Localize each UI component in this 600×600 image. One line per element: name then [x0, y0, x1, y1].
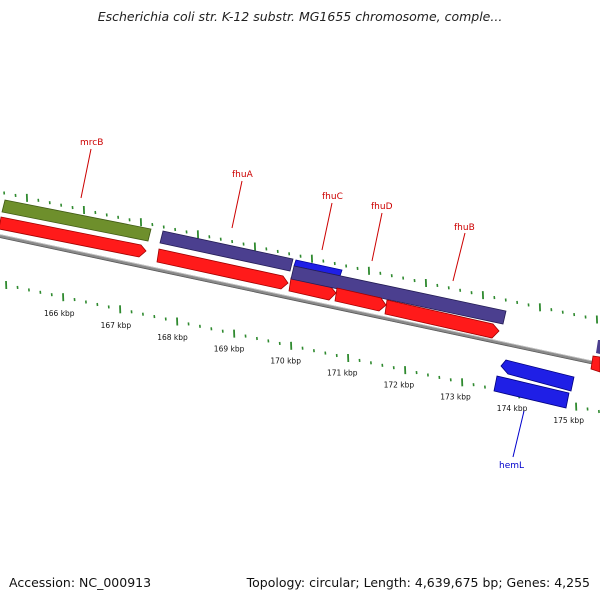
next-gene-arrow-edge[interactable]: [590, 355, 600, 373]
gene-fhuA[interactable]: fhuA: [156, 170, 294, 290]
scale-tick-label: 166 kbp: [44, 309, 75, 318]
hemL-feature-bar[interactable]: [493, 375, 570, 409]
scale-tick-label: 172 kbp: [384, 380, 415, 389]
gene-fhuD[interactable]: fhuD: [334, 202, 393, 312]
accession-text: Accession: NC_000913: [9, 575, 152, 590]
fhuD-gene-arrow[interactable]: [334, 287, 387, 312]
mrcB-feature-bar[interactable]: [1, 199, 152, 242]
genome-backbone-shadow: [0, 237, 600, 366]
hemL-label[interactable]: hemL: [499, 461, 524, 471]
fhuC-label[interactable]: fhuC: [322, 192, 343, 202]
fhuD-label[interactable]: fhuD: [371, 202, 393, 212]
fhuB-gene-arrow[interactable]: [384, 299, 500, 339]
upper-tick-ring: [3, 191, 598, 324]
gene-mrcB[interactable]: mrcB: [0, 138, 152, 258]
mrcB-label-leader: [80, 148, 92, 199]
fhuA-label-leader: [231, 180, 243, 229]
genome-backbone-highlight: [0, 234, 600, 363]
scale-labels: 166 kbp 167 kbp 168 kbp 169 kbp 170 kbp 171 k…: [44, 309, 584, 425]
gene-hemL[interactable]: hemL: [493, 359, 575, 471]
scale-tick-label: 175 kbp: [553, 416, 584, 425]
fhuC-label-leader: [321, 202, 333, 251]
scale-tick-label: 169 kbp: [214, 345, 245, 354]
scale-tick-label: 170 kbp: [270, 357, 301, 366]
genome-backbone: [0, 234, 600, 366]
scale-tick-label: 167 kbp: [101, 321, 132, 330]
fhuA-gene-arrow[interactable]: [156, 248, 289, 290]
gene-fhuB[interactable]: fhuB: [384, 223, 500, 339]
mrcB-label[interactable]: mrcB: [80, 138, 103, 148]
fhuA-feature-bar[interactable]: [159, 230, 294, 272]
fhuB-label[interactable]: fhuB: [454, 223, 475, 233]
mrcB-gene-arrow[interactable]: [0, 216, 147, 258]
scale-tick-label: 168 kbp: [157, 333, 188, 342]
fhuD-label-leader: [371, 212, 383, 262]
fhuB-label-leader: [452, 232, 466, 282]
fhuC-fhuB-feature-bar[interactable]: [290, 265, 507, 325]
hemL-label-leader: [512, 410, 525, 458]
next-feature-bar-edge[interactable]: [596, 340, 600, 354]
genome-summary-text: Topology: circular; Length: 4,639,675 bp…: [246, 575, 590, 590]
map-title: Escherichia coli str. K-12 substr. MG165…: [97, 9, 503, 24]
fhuA-label[interactable]: fhuA: [232, 170, 254, 180]
hemL-gene-arrow[interactable]: [500, 359, 575, 392]
scale-tick-label: 174 kbp: [497, 404, 528, 413]
scale-tick-label: 173 kbp: [440, 392, 471, 401]
scale-tick-label: 171 kbp: [327, 369, 358, 378]
